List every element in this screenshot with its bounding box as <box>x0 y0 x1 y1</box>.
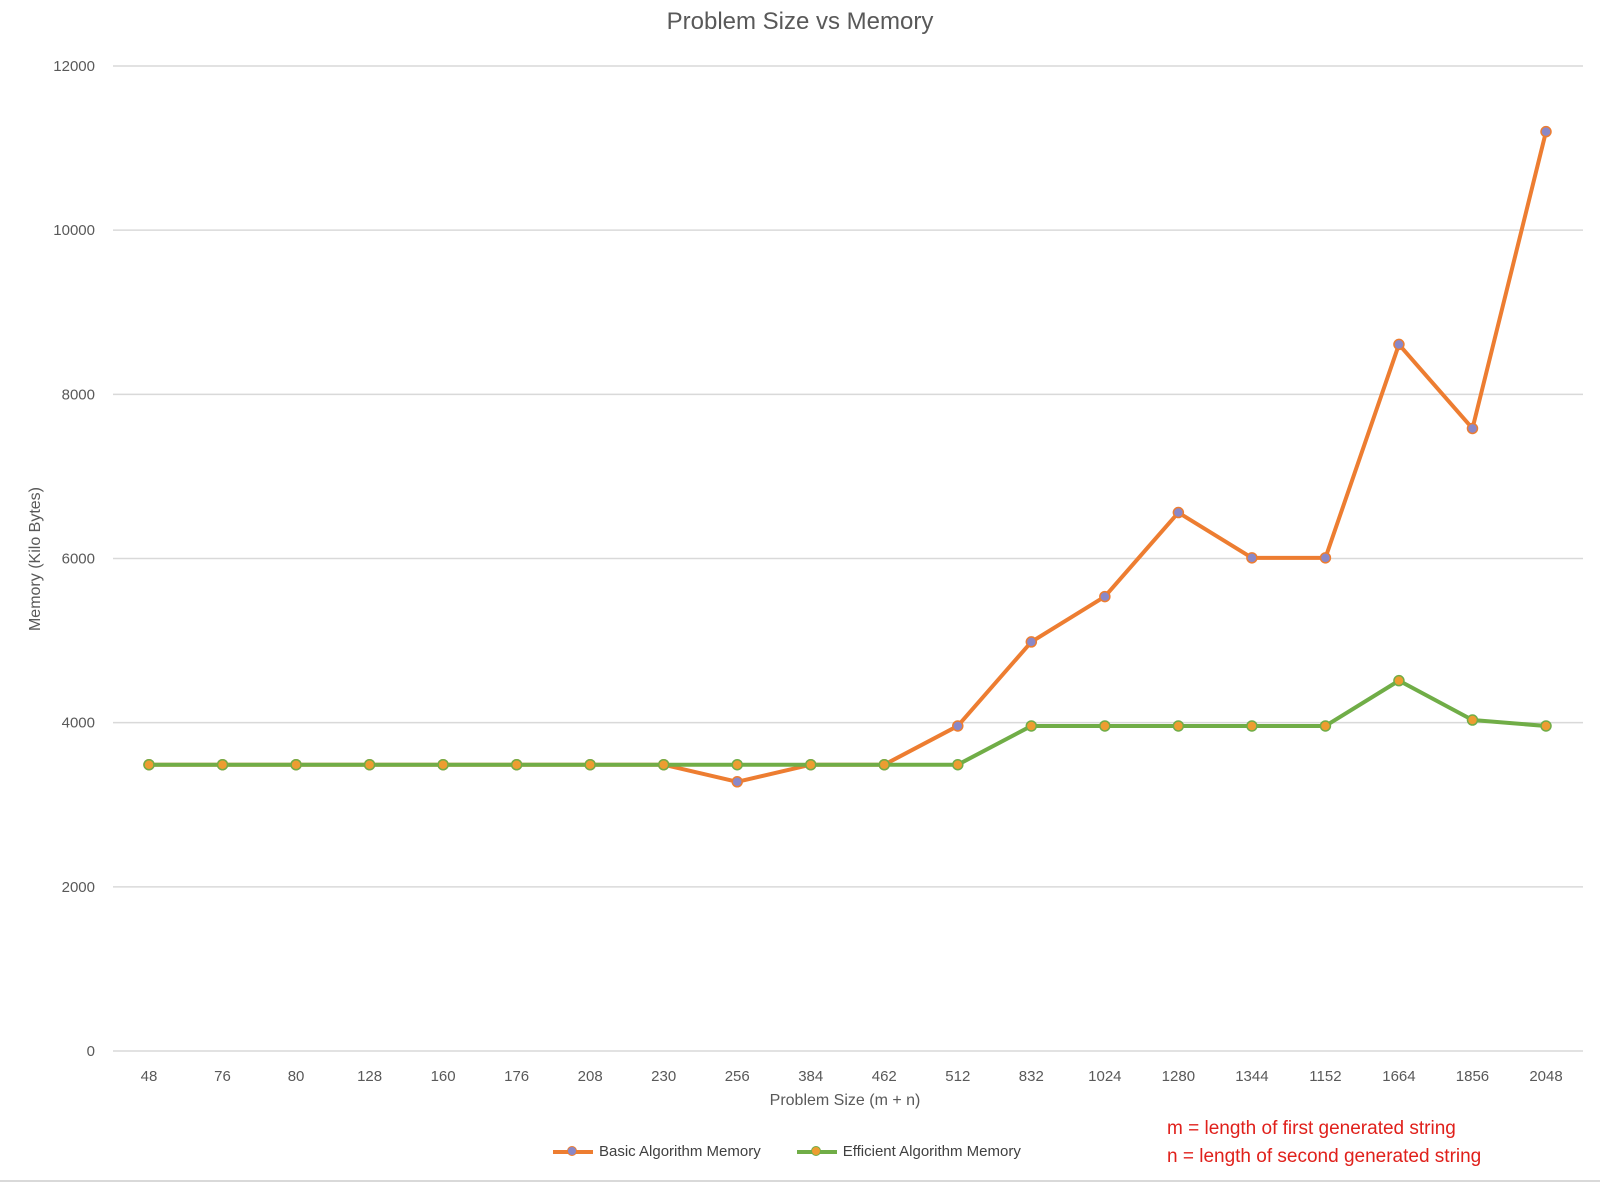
y-tick-label: 8000 <box>62 386 95 403</box>
y-tick-label: 10000 <box>53 222 95 239</box>
x-tick-label: 1664 <box>1382 1068 1415 1085</box>
x-tick-label: 230 <box>651 1068 676 1085</box>
series-1-point <box>804 758 817 771</box>
series-0-point <box>1172 506 1185 519</box>
series-0-point <box>1393 338 1405 351</box>
series-0-point <box>1025 636 1038 648</box>
legend-label-basic: Basic Algorithm Memory <box>599 1143 761 1160</box>
annotation-n: n = length of second generated string <box>1167 1146 1482 1167</box>
y-tick-label: 4000 <box>62 715 95 732</box>
series-1-point <box>1466 714 1479 726</box>
series-1-point <box>290 758 302 771</box>
x-tick-label: 176 <box>504 1068 529 1085</box>
series-0-point <box>1466 422 1479 435</box>
series-0-point <box>731 776 743 788</box>
x-tick-label: 80 <box>288 1068 305 1085</box>
x-tick-label: 128 <box>357 1068 382 1085</box>
x-tick-label: 160 <box>431 1068 456 1085</box>
x-tick-label: 208 <box>578 1068 603 1085</box>
series-0-point <box>1540 125 1552 138</box>
y-tick-label: 6000 <box>62 551 95 568</box>
y-tick-label: 12000 <box>53 58 95 75</box>
series-1-point <box>1099 720 1111 732</box>
x-tick-label: 462 <box>872 1068 897 1085</box>
series-1-point <box>437 758 449 771</box>
series-1-point <box>731 758 743 771</box>
series-line-1 <box>147 678 1548 767</box>
series-1-point <box>1246 720 1258 732</box>
x-tick-label: 1856 <box>1456 1068 1489 1085</box>
series-0-point <box>952 720 964 732</box>
series-1-point <box>363 758 376 771</box>
x-tick-label: 1280 <box>1162 1068 1195 1085</box>
series-0-point <box>1099 590 1111 603</box>
x-tick-label: 76 <box>214 1068 231 1085</box>
series-1-point <box>657 758 670 771</box>
series-1-point <box>584 758 596 771</box>
series-1-point <box>143 758 155 771</box>
annotation-m: m = length of first generated string <box>1167 1118 1456 1139</box>
x-tick-label: 1344 <box>1235 1068 1268 1085</box>
x-tick-label: 1024 <box>1088 1068 1121 1085</box>
series-1-point <box>1025 720 1038 732</box>
y-tick-label: 0 <box>87 1043 95 1060</box>
series-1-point <box>1393 674 1405 687</box>
x-tick-label: 256 <box>725 1068 750 1085</box>
series-1-point <box>1319 720 1332 732</box>
legend-swatch-basic <box>553 1145 593 1159</box>
x-axis-label: Problem Size (m + n) <box>769 1092 921 1109</box>
x-tick-label: 1152 <box>1309 1068 1341 1085</box>
chart-title: Problem Size vs Memory <box>666 8 934 35</box>
series-line-0 <box>147 129 1548 784</box>
x-tick-label: 48 <box>141 1068 158 1085</box>
series-1-point <box>1172 720 1185 732</box>
legend-item-basic: Basic Algorithm Memory <box>553 1143 761 1160</box>
legend: Basic Algorithm Memory Efficient Algorit… <box>553 1143 1057 1160</box>
series-1-point <box>216 758 229 771</box>
series-0-point <box>1246 552 1258 564</box>
series-1-point <box>1540 720 1552 732</box>
bottom-border <box>0 1180 1600 1182</box>
series-1-point <box>952 758 964 771</box>
x-tick-label: 832 <box>1019 1068 1044 1085</box>
legend-swatch-efficient <box>796 1145 837 1159</box>
x-tick-label: 384 <box>798 1068 823 1085</box>
x-tick-label: 2048 <box>1529 1068 1562 1085</box>
series-1-point <box>510 758 523 771</box>
series-1-point <box>878 758 891 771</box>
legend-item-efficient: Efficient Algorithm Memory <box>796 1143 1021 1160</box>
x-tick-label: 512 <box>945 1068 970 1085</box>
y-tick-label: 2000 <box>62 879 95 896</box>
series-0-point <box>1319 552 1332 564</box>
legend-label-efficient: Efficient Algorithm Memory <box>842 1143 1021 1160</box>
